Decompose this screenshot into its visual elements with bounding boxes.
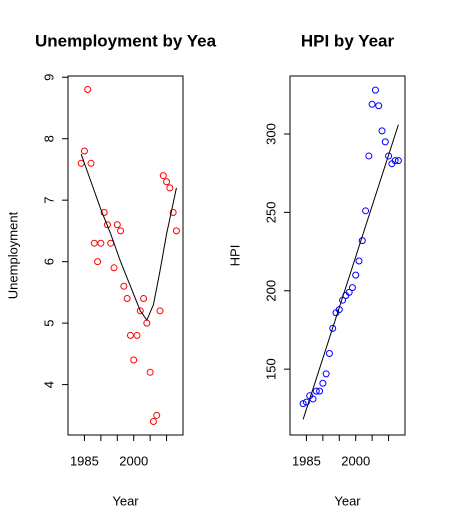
data-point: [113, 221, 121, 229]
data-point: [368, 100, 376, 108]
y-tick-label: 250: [263, 202, 278, 224]
data-point: [94, 258, 102, 266]
data-point: [371, 86, 379, 94]
data-point: [312, 387, 320, 395]
x-axis-label: Year: [112, 493, 139, 508]
data-point: [159, 172, 167, 180]
data-point: [299, 400, 307, 408]
data-point: [365, 152, 373, 160]
data-point: [84, 86, 92, 94]
data-point: [130, 356, 138, 364]
plot-frame: [289, 75, 406, 436]
data-point: [149, 417, 157, 425]
data-point: [97, 239, 105, 247]
data-point: [87, 159, 95, 167]
y-axis-label: Unemployment: [5, 211, 20, 299]
data-point: [133, 331, 141, 339]
data-point: [329, 324, 337, 332]
data-point: [90, 239, 98, 247]
data-point: [103, 221, 111, 229]
y-tick-label: 8: [41, 135, 56, 142]
data-point: [166, 184, 174, 192]
y-tick-label: 5: [41, 320, 56, 327]
data-point: [146, 368, 154, 376]
data-point: [394, 157, 402, 165]
data-point: [169, 208, 177, 216]
panel: HPI by Year Year HPI 1985 2000 150 200 250 300: [227, 31, 406, 508]
data-point: [117, 227, 125, 235]
data-point: [322, 370, 330, 378]
data-point: [375, 102, 383, 110]
chart-title: HPI by Year: [301, 31, 395, 50]
y-tick-label: 300: [263, 123, 278, 145]
data-point: [362, 207, 370, 215]
x-tick-label: 1985: [292, 453, 321, 468]
data-point: [319, 379, 327, 387]
data-point: [345, 288, 353, 296]
data-point: [136, 307, 144, 315]
x-tick-label: 2000: [119, 453, 148, 468]
data-point: [381, 138, 389, 146]
data-point: [378, 127, 386, 135]
data-point: [120, 282, 128, 290]
x-tick-label: 2000: [341, 453, 370, 468]
data-point: [156, 307, 164, 315]
data-point: [80, 147, 88, 155]
chart-title: Unemployment by Yea: [35, 31, 217, 50]
fit-line: [302, 124, 399, 420]
plot-frame: [67, 75, 184, 436]
panel: Unemployment by Yea Year Unemployment 1985 2…: [5, 31, 216, 508]
data-point: [391, 157, 399, 165]
data-point: [325, 349, 333, 357]
data-point: [348, 284, 356, 292]
x-tick-label: 1985: [70, 453, 99, 468]
y-tick-label: 7: [41, 197, 56, 204]
data-point: [126, 331, 134, 339]
y-axis-label: HPI: [227, 245, 242, 267]
data-point: [143, 319, 151, 327]
y-tick-label: 150: [263, 358, 278, 380]
y-tick-label: 200: [263, 280, 278, 302]
data-point: [153, 411, 161, 419]
data-point: [352, 271, 360, 279]
data-point: [163, 178, 171, 186]
y-tick-label: 6: [41, 258, 56, 265]
data-point: [316, 387, 324, 395]
x-axis-label: Year: [334, 493, 361, 508]
data-point: [110, 264, 118, 272]
data-point: [302, 398, 310, 406]
fit-line: [80, 153, 177, 322]
data-point: [172, 227, 180, 235]
data-point: [123, 295, 131, 303]
y-tick-label: 9: [41, 74, 56, 81]
data-point: [100, 208, 108, 216]
data-point: [385, 152, 393, 160]
y-tick-label: 4: [41, 381, 56, 388]
data-point: [355, 257, 363, 265]
data-point: [140, 295, 148, 303]
